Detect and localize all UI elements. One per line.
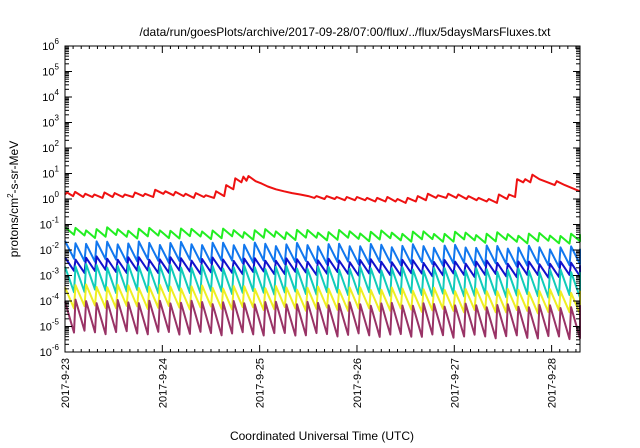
y-tick-exp: -1: [52, 216, 60, 225]
y-tick-base: 10: [42, 92, 54, 104]
y-tick-exp: 6: [55, 37, 60, 46]
y-tick-base: 10: [42, 169, 54, 181]
y-tick-exp: 3: [55, 114, 60, 123]
x-tick-label: 2017-9-27: [449, 358, 461, 408]
y-tick-base: 10: [40, 245, 52, 257]
y-tick-base: 10: [42, 143, 54, 155]
y-tick-base: 10: [40, 220, 52, 232]
x-tick-label: 2017-9-26: [352, 358, 364, 408]
y-tick-base: 10: [42, 194, 54, 206]
y-tick-label: 106: [42, 37, 59, 53]
y-axis-label-prefix: protons/cm: [7, 198, 21, 257]
y-tick-base: 10: [42, 67, 54, 79]
series-line: [64, 240, 581, 269]
x-tick-label: 2017-9-24: [157, 358, 169, 408]
y-tick-label: 10-6: [40, 343, 60, 359]
series-layer: [64, 173, 581, 341]
y-tick-label: 103: [42, 114, 59, 130]
y-tick-label: 100: [42, 190, 59, 206]
y-tick-exp: 0: [55, 190, 60, 199]
y-tick-exp: -2: [52, 241, 60, 250]
y-tick-exp: -4: [52, 292, 60, 301]
x-axis-label: Coordinated Universal Time (UTC): [230, 429, 414, 443]
series-line: [64, 283, 581, 315]
y-tick-exp: 5: [55, 63, 60, 72]
y-tick-label: 105: [42, 63, 59, 79]
y-tick-base: 10: [42, 118, 54, 130]
x-tick-label: 2017-9-28: [547, 358, 559, 408]
series-line: [64, 298, 581, 341]
y-tick-base: 10: [40, 271, 52, 283]
y-tick-label: 10-3: [40, 267, 60, 283]
y-tick-label: 102: [42, 139, 59, 155]
y-axis-label-sup: 2: [6, 193, 15, 198]
y-tick-exp: 2: [55, 139, 60, 148]
y-tick-label: 101: [42, 165, 59, 181]
series-line: [64, 263, 581, 299]
y-tick-base: 10: [42, 41, 54, 53]
y-tick-base: 10: [40, 296, 52, 308]
series-line: [64, 255, 581, 279]
series-line: [64, 173, 581, 204]
series-line: [64, 226, 581, 245]
y-tick-exp: -3: [52, 267, 60, 276]
y-axis-label-suffix: -s-sr-MeV: [7, 141, 21, 194]
y-tick-exp: 1: [55, 165, 60, 174]
y-axis-label: protons/cm2-s-sr-MeV: [6, 141, 21, 257]
y-tick-label: 10-5: [40, 318, 60, 334]
y-tick-exp: 4: [55, 88, 60, 97]
y-tick-label: 10-2: [40, 241, 60, 257]
x-tick-label: 2017-9-25: [255, 358, 267, 408]
y-tick-base: 10: [40, 322, 52, 334]
axes-layer: 10-610-510-410-310-210-11001011021031041…: [40, 37, 580, 408]
y-tick-label: 10-1: [40, 216, 60, 232]
y-tick-exp: -6: [52, 343, 60, 352]
y-tick-base: 10: [40, 347, 52, 359]
x-tick-label: 2017-9-23: [60, 358, 72, 408]
y-tick-exp: -5: [52, 318, 60, 327]
y-tick-label: 104: [42, 88, 59, 104]
chart-title: /data/run/goesPlots/archive/2017-09-28/0…: [140, 25, 552, 39]
y-tick-label: 10-4: [40, 292, 60, 308]
